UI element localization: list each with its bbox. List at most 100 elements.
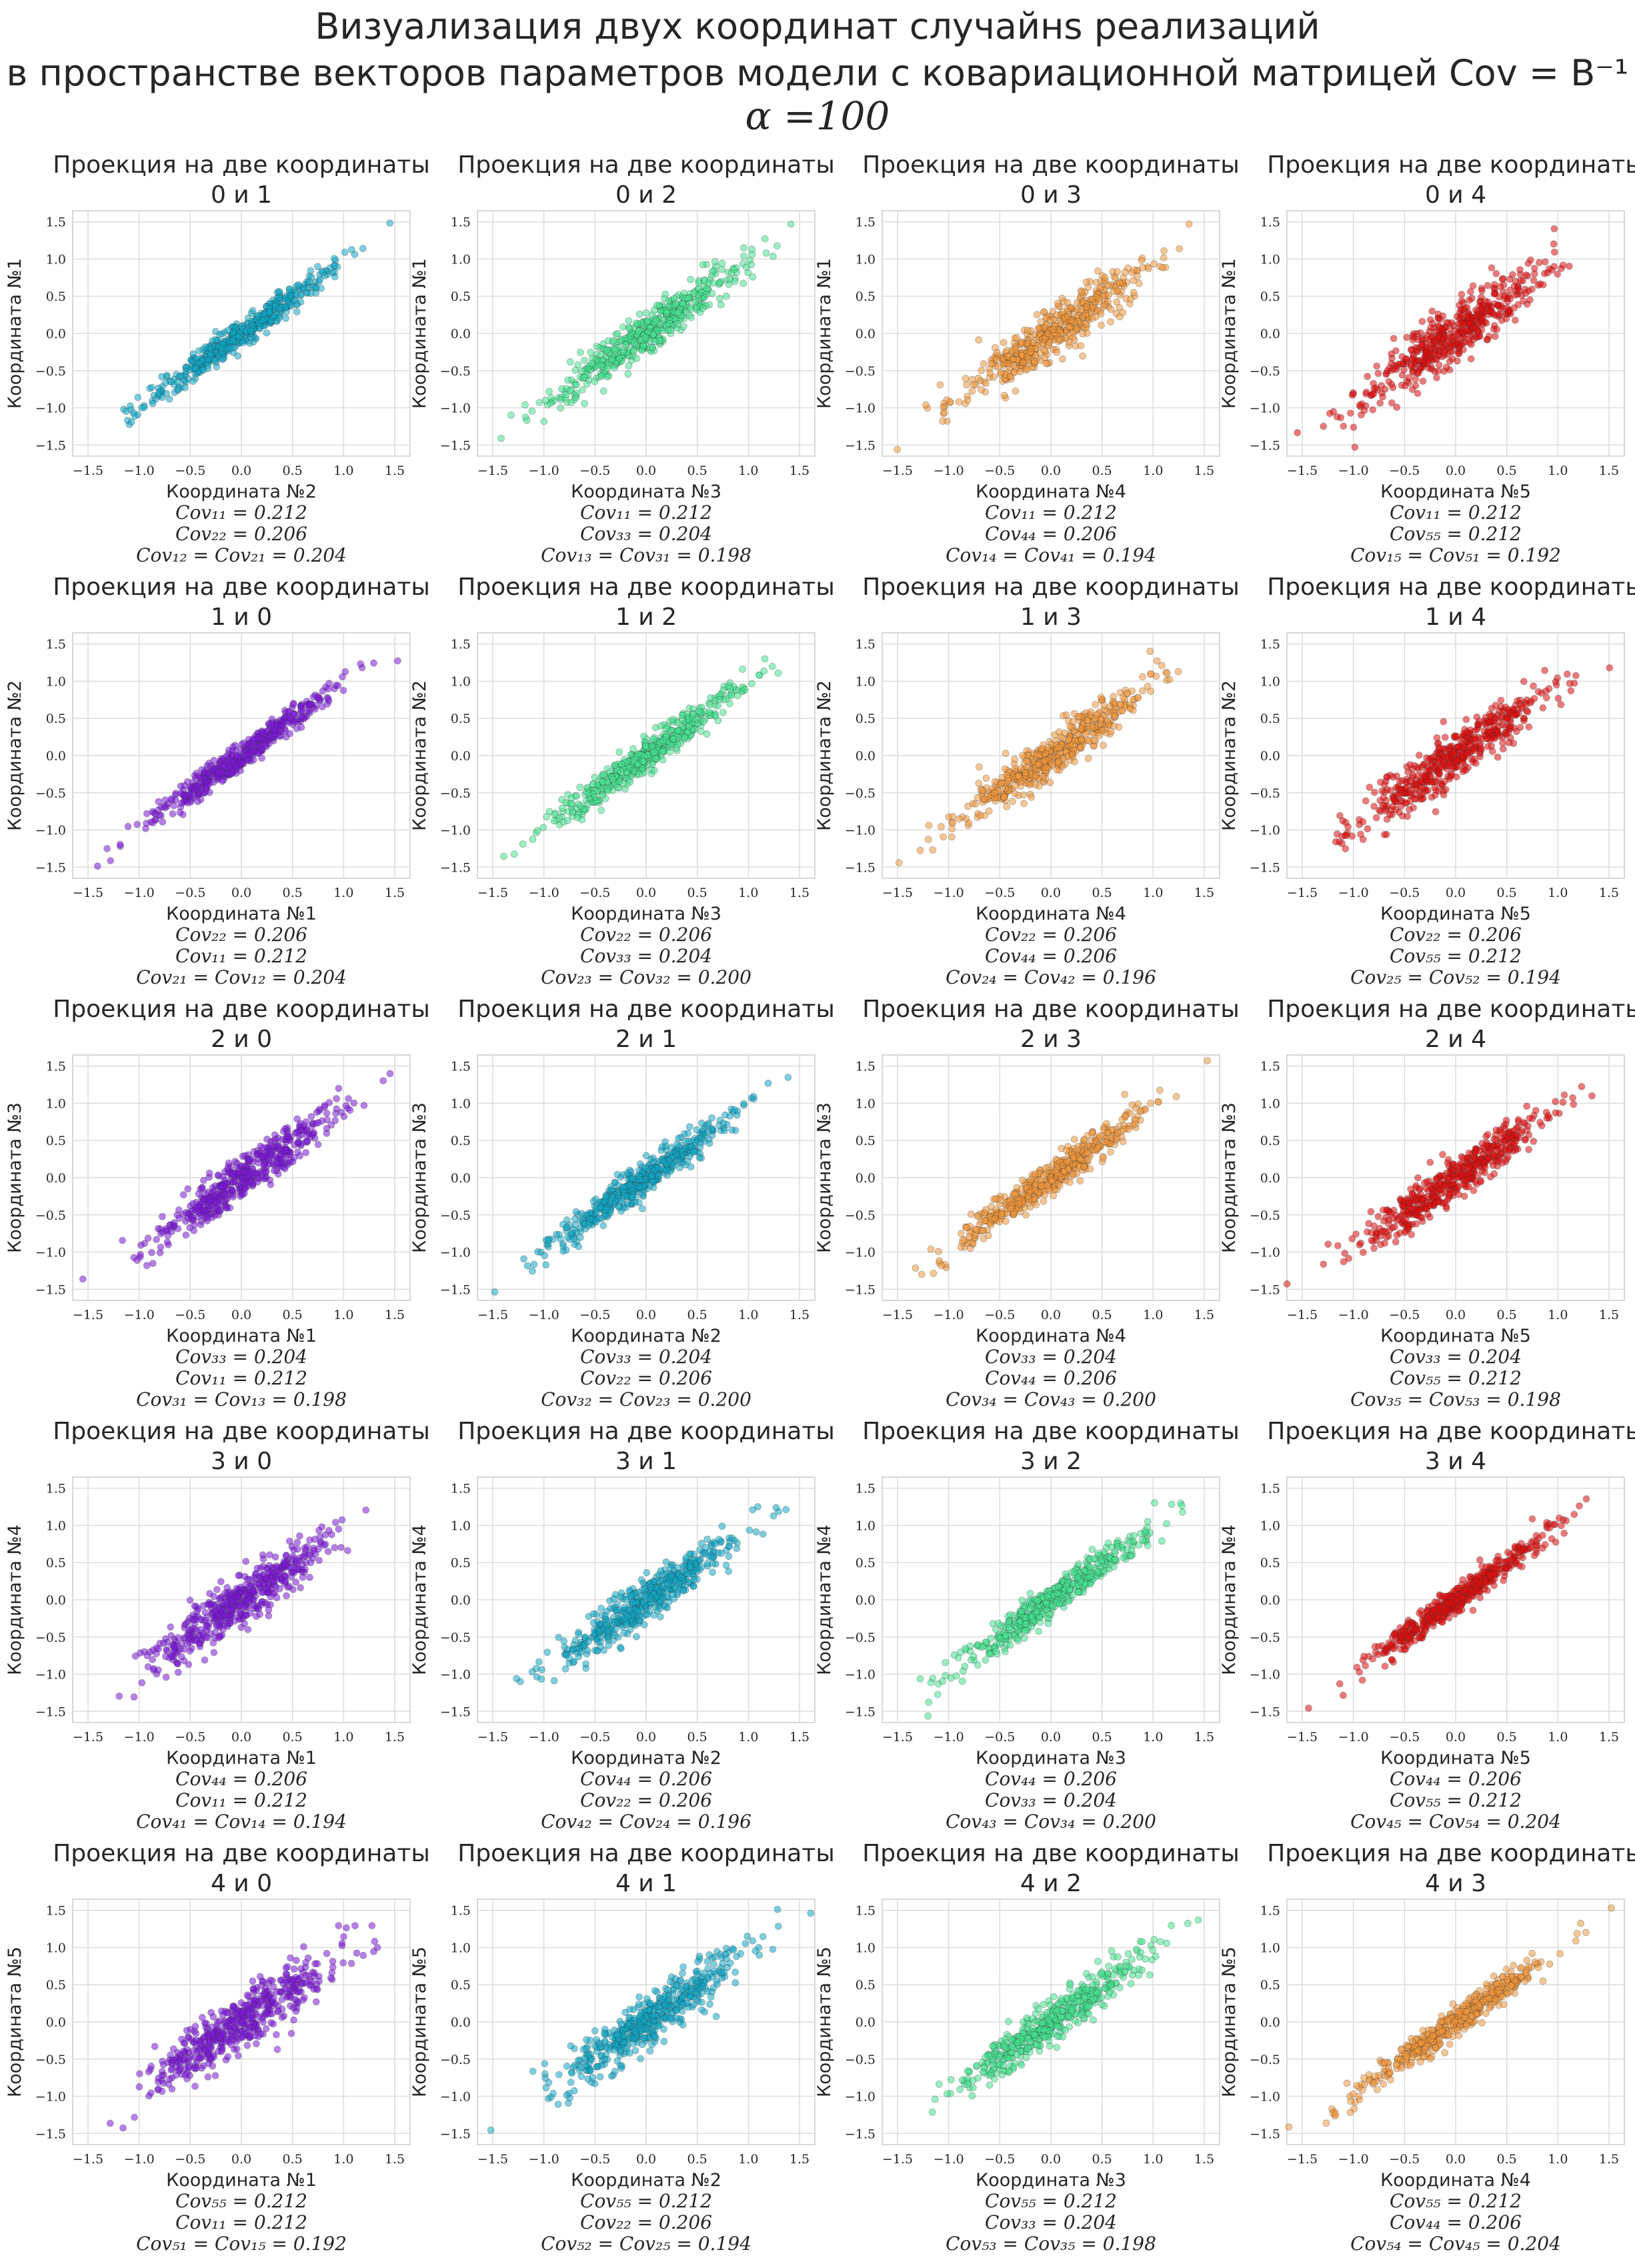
subplot-pair: 2 и 1 xyxy=(615,1026,677,1053)
scatter-point xyxy=(978,367,986,375)
scatter-point xyxy=(266,1142,274,1150)
scatter-point xyxy=(143,810,151,818)
scatter-point xyxy=(1130,289,1138,297)
scatter-point xyxy=(1073,299,1081,307)
scatter-point xyxy=(1542,694,1550,702)
figure-title-line3: α =100 xyxy=(745,93,890,139)
scatter-point xyxy=(946,398,954,405)
scatter-point xyxy=(1428,778,1436,786)
scatter-point xyxy=(1035,324,1042,332)
scatter-point xyxy=(289,1158,297,1166)
scatter-point xyxy=(1448,771,1456,779)
scatter-point xyxy=(1101,273,1109,281)
x-tick-label: −1.5 xyxy=(73,1308,103,1322)
scatter-point xyxy=(1370,390,1378,397)
scatter-point xyxy=(1326,409,1334,417)
scatter-point xyxy=(1376,778,1384,786)
scatter-point xyxy=(1332,838,1340,846)
scatter-point xyxy=(528,407,536,415)
scatter-point xyxy=(639,758,647,766)
scatter-point xyxy=(673,320,681,328)
scatter-point xyxy=(679,323,687,331)
scatter-point xyxy=(1040,339,1047,347)
scatter-point xyxy=(991,789,999,797)
scatter-point xyxy=(1470,746,1478,754)
scatter-point xyxy=(173,378,181,386)
scatter-point xyxy=(916,846,924,854)
scatter-point xyxy=(124,822,132,830)
scatter-point xyxy=(1484,335,1492,343)
scatter-point xyxy=(1486,307,1494,315)
scatter-point xyxy=(311,283,319,291)
x-tick-label: 0.5 xyxy=(687,886,707,900)
scatter-point xyxy=(1139,673,1146,681)
scatter-point xyxy=(611,762,619,769)
scatter-point xyxy=(1454,330,1461,338)
scatter-point xyxy=(764,1080,772,1087)
x-tick-label: 1.5 xyxy=(789,463,809,478)
scatter-point xyxy=(1445,762,1453,770)
scatter-point xyxy=(175,1206,183,1214)
scatter-point xyxy=(507,411,515,419)
scatter-point xyxy=(1000,391,1008,399)
scatter-point xyxy=(1012,387,1020,395)
scatter-point xyxy=(962,375,970,382)
scatter-point xyxy=(1563,670,1571,678)
scatter-point xyxy=(133,820,141,828)
scatter-point xyxy=(685,1123,693,1131)
x-tick-label: 0.5 xyxy=(283,886,303,900)
scatter-point xyxy=(287,292,295,299)
scatter-point xyxy=(659,737,667,745)
y-tick-label: 0.0 xyxy=(451,327,471,341)
scatter-point xyxy=(1463,303,1471,311)
scatter-point xyxy=(613,329,621,337)
scatter-point xyxy=(547,394,555,401)
scatter-point xyxy=(213,363,221,371)
scatter-point xyxy=(339,687,347,694)
scatter-point xyxy=(1078,288,1086,296)
scatter-point xyxy=(731,277,739,285)
scatter-point xyxy=(177,790,185,797)
y-tick-label: −1.0 xyxy=(1250,824,1280,838)
scatter-point xyxy=(1069,750,1076,758)
scatter-point xyxy=(1116,279,1124,287)
scatter-point xyxy=(1550,225,1558,233)
scatter-point xyxy=(540,417,548,425)
scatter-point xyxy=(245,1171,253,1178)
y-tick-label: 0.5 xyxy=(46,1134,66,1148)
scatter-point xyxy=(1009,798,1016,806)
x-tick-label: 0.0 xyxy=(231,463,251,478)
scatter-point xyxy=(1092,701,1100,708)
subplot-pair: 1 и 4 xyxy=(1425,604,1486,631)
scatter-point xyxy=(617,768,625,776)
scatter-point xyxy=(294,1138,302,1146)
scatter-point xyxy=(1118,707,1126,714)
scatter-point xyxy=(1430,753,1438,761)
scatter-point xyxy=(1463,750,1471,758)
x-tick-label: 1.5 xyxy=(1194,886,1214,900)
subplot-title: Проекция на две координаты xyxy=(1267,574,1635,601)
scatter-point xyxy=(705,701,713,709)
scatter-point xyxy=(681,734,689,741)
scatter-point xyxy=(1477,293,1485,301)
scatter-point xyxy=(1400,365,1408,373)
x-tick-label: 0.0 xyxy=(636,463,656,478)
scatter-point xyxy=(1082,320,1090,328)
scatter-point xyxy=(1364,373,1372,380)
scatter-point xyxy=(929,846,937,854)
scatter-point xyxy=(314,1140,322,1148)
scatter-point xyxy=(1145,265,1152,273)
scatter-point xyxy=(1542,688,1550,695)
scatter-point xyxy=(1026,781,1033,789)
scatter-point xyxy=(625,325,633,333)
scatter-point xyxy=(1388,350,1396,358)
scatter-point xyxy=(1146,648,1154,656)
scatter-point xyxy=(1022,769,1030,777)
scatter-point xyxy=(194,772,202,780)
scatter-point xyxy=(640,732,647,740)
scatter-point xyxy=(692,304,700,312)
scatter-point xyxy=(975,336,982,344)
scatter-point xyxy=(1126,705,1134,713)
y-tick-label: −0.5 xyxy=(1250,364,1280,379)
